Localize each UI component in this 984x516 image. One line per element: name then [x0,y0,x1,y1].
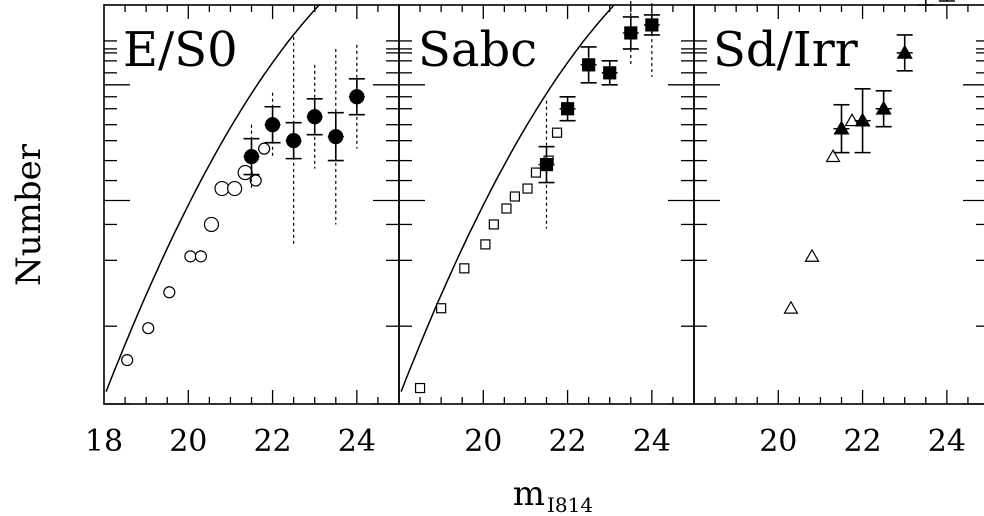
data-point [875,100,892,115]
panel-2: 20 22 24 Sabc [398,0,695,459]
panel-1: 18 20 22 24 E/S0 [85,4,400,459]
panels: 18 20 22 24 E/S0 20 22 24 Sabc 20 22 24 Sd/Irr [85,0,984,459]
x-tick-label: 22 [253,424,291,459]
data-point [227,180,243,197]
data-point [560,102,575,116]
x-tick-label: 18 [85,424,123,459]
data-point [414,382,426,394]
data-point [582,58,596,72]
panel-title: E/S0 [123,22,238,78]
data-point [194,250,208,263]
data-point [142,322,155,335]
data-point [825,148,841,163]
data-point [243,149,260,165]
data-point [551,127,563,138]
panel-3: 20 22 24 Sd/Irr [693,0,984,459]
x-tick-label: 22 [548,424,586,459]
model-curve [400,5,616,392]
data-point [501,203,512,214]
data-point [624,26,638,40]
x-axis-label: m [513,474,545,514]
data-point [833,120,850,135]
data-point [184,250,197,263]
x-tick-label: 24 [928,424,966,459]
x-tick-label: 20 [464,424,502,459]
data-point [783,300,799,314]
x-axis-label-subscript: I814 [547,493,593,516]
data-point [509,191,520,202]
data-point [854,112,871,127]
data-point [804,248,820,262]
x-tick-label: 24 [633,424,671,459]
data-point [603,66,617,80]
data-point [328,129,344,145]
data-point [264,117,281,133]
data-point [203,216,220,233]
data-point [896,44,913,59]
data-point [530,167,542,178]
data-point [539,158,554,172]
x-tick-label: 20 [759,424,797,459]
data-point [214,180,230,197]
x-tick-label: 20 [169,424,207,459]
data-point [349,89,365,105]
y-axis-label: Number [9,143,49,286]
data-point [286,133,302,149]
model-curve [105,5,321,392]
data-point [237,164,253,181]
panel-title: Sd/Irr [713,22,858,78]
data-point [844,113,860,127]
data-point [307,109,323,125]
data-point [258,142,271,155]
data-point [436,303,447,314]
data-point [480,239,491,250]
data-point [645,18,659,32]
x-tick-label: 24 [338,424,376,459]
panel-title: Sabc [418,22,537,78]
x-tick-label: 22 [843,424,881,459]
data-point [488,219,499,230]
data-point [522,183,533,194]
data-point [121,354,134,367]
data-point [459,263,470,274]
data-point [163,286,176,299]
